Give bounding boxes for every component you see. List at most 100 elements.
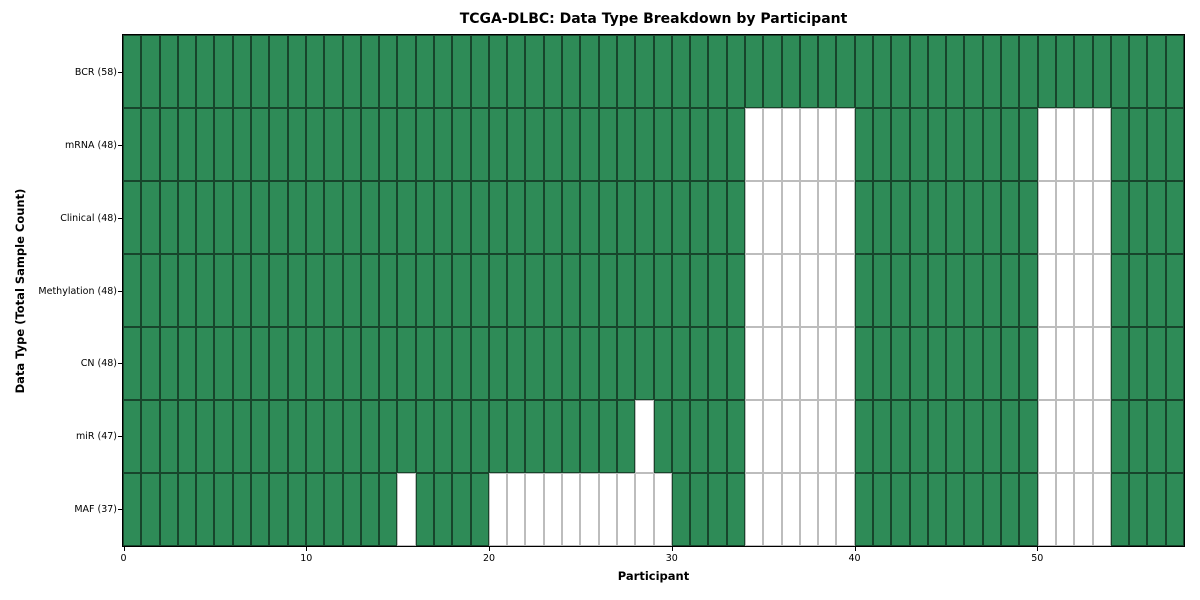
cell-miR-p21	[507, 400, 526, 473]
cell-BCR-p42	[891, 35, 910, 108]
cell-BCR-p35	[763, 35, 782, 108]
cell-BCR-p17	[433, 35, 453, 108]
cell-Methylation-p20	[488, 254, 508, 327]
cell-Clinical-p40	[854, 181, 874, 254]
cell-Methylation-p48	[1001, 254, 1020, 327]
x-axis-label: Participant	[617, 569, 690, 583]
cell-mRNA-p3	[177, 108, 197, 181]
y-tick-label-Methylation: Methylation (48)	[38, 285, 117, 297]
cell-mRNA-p7	[251, 108, 270, 181]
cell-Clinical-p36	[781, 181, 800, 254]
cell-mRNA-p9	[287, 108, 306, 181]
cell-BCR-p11	[324, 35, 343, 108]
cell-mRNA-p35	[763, 108, 782, 181]
cell-Methylation-p15	[397, 254, 416, 327]
cell-Clinical-p13	[360, 181, 380, 254]
cell-mRNA-p26	[598, 108, 617, 181]
cell-Clinical-p6	[232, 181, 252, 254]
cell-Methylation-p49	[1019, 254, 1038, 327]
cell-MAF-p32	[708, 473, 727, 546]
cell-CN-p36	[781, 327, 800, 400]
cell-Clinical-p11	[324, 181, 343, 254]
cell-CN-p8	[269, 327, 288, 400]
cell-miR-p29	[653, 400, 672, 473]
cell-Methylation-p11	[324, 254, 343, 327]
cell-MAF-p11	[324, 473, 343, 546]
cell-mRNA-p55	[1129, 108, 1148, 181]
cell-CN-p26	[598, 327, 617, 400]
x-tick-mark	[671, 547, 673, 551]
cell-mRNA-p31	[690, 108, 709, 181]
cell-mRNA-p57	[1165, 108, 1184, 181]
cell-MAF-p10	[305, 473, 325, 546]
cell-mRNA-p16	[415, 108, 434, 181]
cell-CN-p47	[982, 327, 1002, 400]
cell-Methylation-p36	[781, 254, 800, 327]
cell-BCR-p31	[690, 35, 709, 108]
cell-miR-p7	[251, 400, 270, 473]
cell-BCR-p39	[836, 35, 855, 108]
cell-mRNA-p27	[616, 108, 636, 181]
cell-miR-p18	[452, 400, 471, 473]
cell-miR-p24	[562, 400, 581, 473]
cell-miR-p14	[379, 400, 398, 473]
y-tick-label-BCR: BCR (58)	[74, 66, 117, 78]
cell-Methylation-p39	[836, 254, 855, 327]
cell-mRNA-p6	[232, 108, 252, 181]
cell-BCR-p24	[562, 35, 581, 108]
cell-Clinical-p49	[1019, 181, 1038, 254]
cell-MAF-p33	[726, 473, 745, 546]
cell-MAF-p47	[982, 473, 1002, 546]
cell-mRNA-p24	[562, 108, 581, 181]
cell-Clinical-p29	[653, 181, 672, 254]
cell-miR-p34	[744, 400, 764, 473]
cell-CN-p28	[635, 327, 654, 400]
cell-mRNA-p37	[799, 108, 819, 181]
cell-miR-p16	[415, 400, 434, 473]
cell-BCR-p36	[781, 35, 800, 108]
cell-MAF-p27	[616, 473, 636, 546]
cell-MAF-p22	[525, 473, 544, 546]
cell-CN-p43	[909, 327, 928, 400]
cell-Clinical-p43	[909, 181, 928, 254]
cell-mRNA-p43	[909, 108, 928, 181]
cell-BCR-p19	[470, 35, 489, 108]
cell-miR-p2	[159, 400, 178, 473]
cell-miR-p12	[342, 400, 361, 473]
cell-BCR-p20	[488, 35, 508, 108]
cell-Clinical-p17	[433, 181, 453, 254]
cell-Clinical-p51	[1055, 181, 1075, 254]
cell-mRNA-p42	[891, 108, 910, 181]
cell-miR-p30	[671, 400, 691, 473]
cell-MAF-p7	[251, 473, 270, 546]
cell-Clinical-p52	[1074, 181, 1093, 254]
cell-Methylation-p17	[433, 254, 453, 327]
cell-CN-p22	[525, 327, 544, 400]
cell-Methylation-p3	[177, 254, 197, 327]
cell-Clinical-p20	[488, 181, 508, 254]
cell-MAF-p56	[1147, 473, 1166, 546]
cell-mRNA-p41	[873, 108, 892, 181]
cell-CN-p53	[1092, 327, 1111, 400]
cell-miR-p43	[909, 400, 928, 473]
cell-miR-p39	[836, 400, 855, 473]
cell-MAF-p21	[507, 473, 526, 546]
cell-CN-p18	[452, 327, 471, 400]
cell-miR-p36	[781, 400, 800, 473]
cell-miR-p5	[214, 400, 233, 473]
cell-CN-p29	[653, 327, 672, 400]
cell-MAF-p4	[196, 473, 215, 546]
cell-mRNA-p49	[1019, 108, 1038, 181]
cell-MAF-p34	[744, 473, 764, 546]
cell-Clinical-p50	[1037, 181, 1056, 254]
cell-mRNA-p52	[1074, 108, 1093, 181]
cell-BCR-p8	[269, 35, 288, 108]
cell-miR-p20	[488, 400, 508, 473]
cell-CN-p33	[726, 327, 745, 400]
cell-MAF-p49	[1019, 473, 1038, 546]
cell-BCR-p33	[726, 35, 745, 108]
cell-MAF-p24	[562, 473, 581, 546]
cell-CN-p16	[415, 327, 434, 400]
cell-mRNA-p5	[214, 108, 233, 181]
x-tick-mark	[489, 547, 491, 551]
